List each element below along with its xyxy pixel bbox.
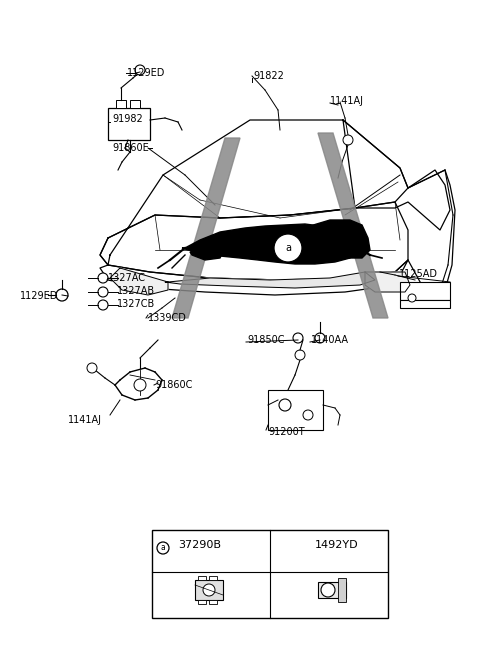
Text: a: a: [161, 544, 166, 553]
Bar: [116, 100, 126, 108]
Text: 1327CB: 1327CB: [117, 299, 155, 309]
Polygon shape: [100, 260, 408, 295]
Bar: [108, 108, 150, 140]
Polygon shape: [310, 220, 370, 258]
Circle shape: [203, 584, 215, 596]
Bar: [400, 282, 450, 300]
Polygon shape: [408, 170, 455, 300]
Bar: [209, 576, 217, 580]
Circle shape: [315, 333, 325, 343]
Circle shape: [293, 333, 303, 343]
Bar: [268, 390, 323, 430]
Circle shape: [279, 399, 291, 411]
Polygon shape: [165, 272, 375, 288]
Text: 1492YD: 1492YD: [315, 540, 359, 550]
Text: 91982: 91982: [112, 114, 143, 124]
Text: 37290B: 37290B: [178, 540, 221, 550]
Circle shape: [295, 350, 305, 360]
Circle shape: [343, 135, 353, 145]
Circle shape: [134, 379, 146, 391]
Text: 1339CD: 1339CD: [148, 313, 187, 323]
Bar: [152, 530, 388, 618]
Bar: [198, 576, 206, 580]
Circle shape: [56, 289, 68, 301]
Polygon shape: [100, 202, 408, 280]
Polygon shape: [365, 272, 410, 292]
Polygon shape: [190, 246, 225, 260]
Circle shape: [98, 287, 108, 297]
Circle shape: [157, 542, 169, 554]
Bar: [130, 100, 140, 108]
Polygon shape: [172, 138, 240, 318]
Text: 1141AJ: 1141AJ: [68, 415, 102, 425]
Circle shape: [135, 65, 145, 75]
Bar: [318, 582, 346, 598]
Bar: [209, 600, 217, 604]
Text: 91200T: 91200T: [268, 427, 305, 437]
Text: 1141AJ: 1141AJ: [330, 96, 364, 106]
Bar: [195, 580, 223, 600]
Text: 1140AA: 1140AA: [311, 335, 349, 345]
Text: 91822: 91822: [253, 71, 284, 81]
Bar: [400, 300, 450, 308]
Text: 91860E: 91860E: [112, 143, 149, 153]
Circle shape: [98, 300, 108, 310]
Circle shape: [321, 583, 335, 597]
Polygon shape: [182, 224, 358, 264]
Text: 91860C: 91860C: [155, 380, 192, 390]
Polygon shape: [110, 268, 168, 295]
Text: 1125AD: 1125AD: [399, 269, 438, 279]
Bar: [198, 600, 206, 604]
Text: 91850C: 91850C: [247, 335, 285, 345]
Circle shape: [98, 273, 108, 283]
Text: 1129ED: 1129ED: [20, 291, 59, 301]
Circle shape: [408, 294, 416, 302]
Text: 1327AC: 1327AC: [108, 273, 146, 283]
Circle shape: [274, 234, 302, 262]
Circle shape: [303, 410, 313, 420]
Text: 1327AB: 1327AB: [117, 286, 155, 296]
Polygon shape: [343, 120, 450, 230]
Polygon shape: [318, 133, 388, 318]
Circle shape: [87, 363, 97, 373]
Polygon shape: [100, 120, 408, 265]
Text: 1129ED: 1129ED: [127, 68, 166, 78]
Text: a: a: [285, 243, 291, 253]
Bar: [338, 578, 346, 602]
